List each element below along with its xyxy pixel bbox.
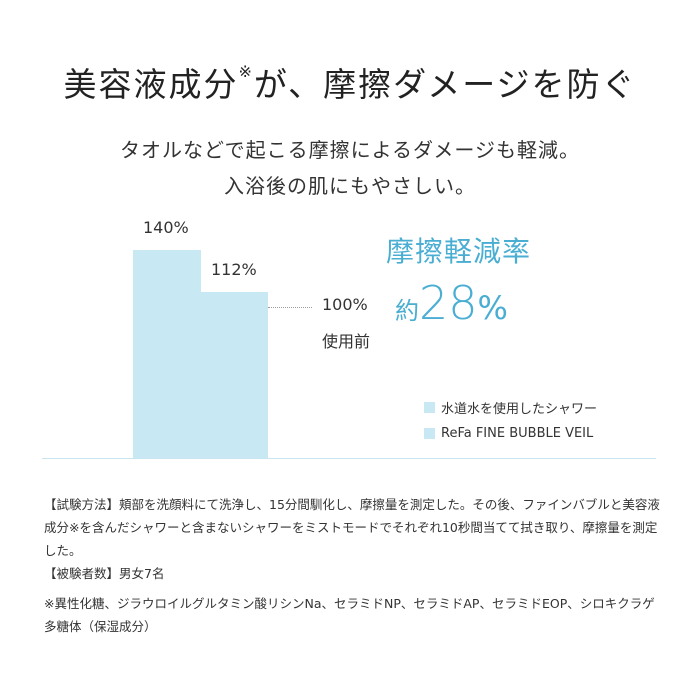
legend-label-tap-water: 水道水を使用したシャワー [441,402,598,417]
reference-value-label: 100% [322,295,368,315]
subtitle-line-2: 入浴後の肌にもやさしい。 [224,174,476,198]
subtitle-line-1: タオルなどで起こる摩擦によるダメージも軽減。 [120,138,580,162]
legend-item-refa: ReFa FINE BUBBLE VEIL [424,426,593,441]
reduction-rate-unit: % [477,289,508,327]
note-test-method: 【試験方法】頬部を洗顔料にて洗浄し、15分間馴化し、摩擦量を測定した。その後、フ… [44,497,660,558]
legend-swatch-tap-water [424,402,435,413]
reduction-rate-number: 28 [419,276,478,330]
title-rest: が、摩擦ダメージを防ぐ [253,65,637,104]
chart-baseline [42,458,656,459]
reduction-rate-value: 約28% [395,276,508,330]
legend-item-tap-water: 水道水を使用したシャワー [424,398,597,417]
legend-label-refa: ReFa FINE BUBBLE VEIL [441,426,594,441]
page-title: 美容液成分※が、摩擦ダメージを防ぐ [0,58,700,106]
reference-caption-label: 使用前 [322,332,371,352]
title-note-mark: ※ [238,62,254,81]
reduction-rate-prefix: 約 [395,297,419,325]
bar-label-refa: 112% [211,259,257,279]
legend-swatch-refa [424,428,435,439]
reference-dotted-line [268,307,312,309]
reduction-rate-headline: 摩擦軽減率 [386,235,532,268]
title-main: 美容液成分 [63,65,239,104]
note-subjects: 【被験者数】男女7名 [44,566,165,581]
note-ingredients: ※異性化糖、ジラウロイルグルタミン酸リシンNa、セラミドNP、セラミドAP、セラ… [44,596,655,634]
bar-label-tap-water: 140% [143,218,189,237]
bar-tap-water [133,250,201,458]
notes-block: 【試験方法】頬部を洗顔料にて洗浄し、15分間馴化し、摩擦量を測定した。その後、フ… [44,493,664,585]
bar-refa [201,291,268,458]
